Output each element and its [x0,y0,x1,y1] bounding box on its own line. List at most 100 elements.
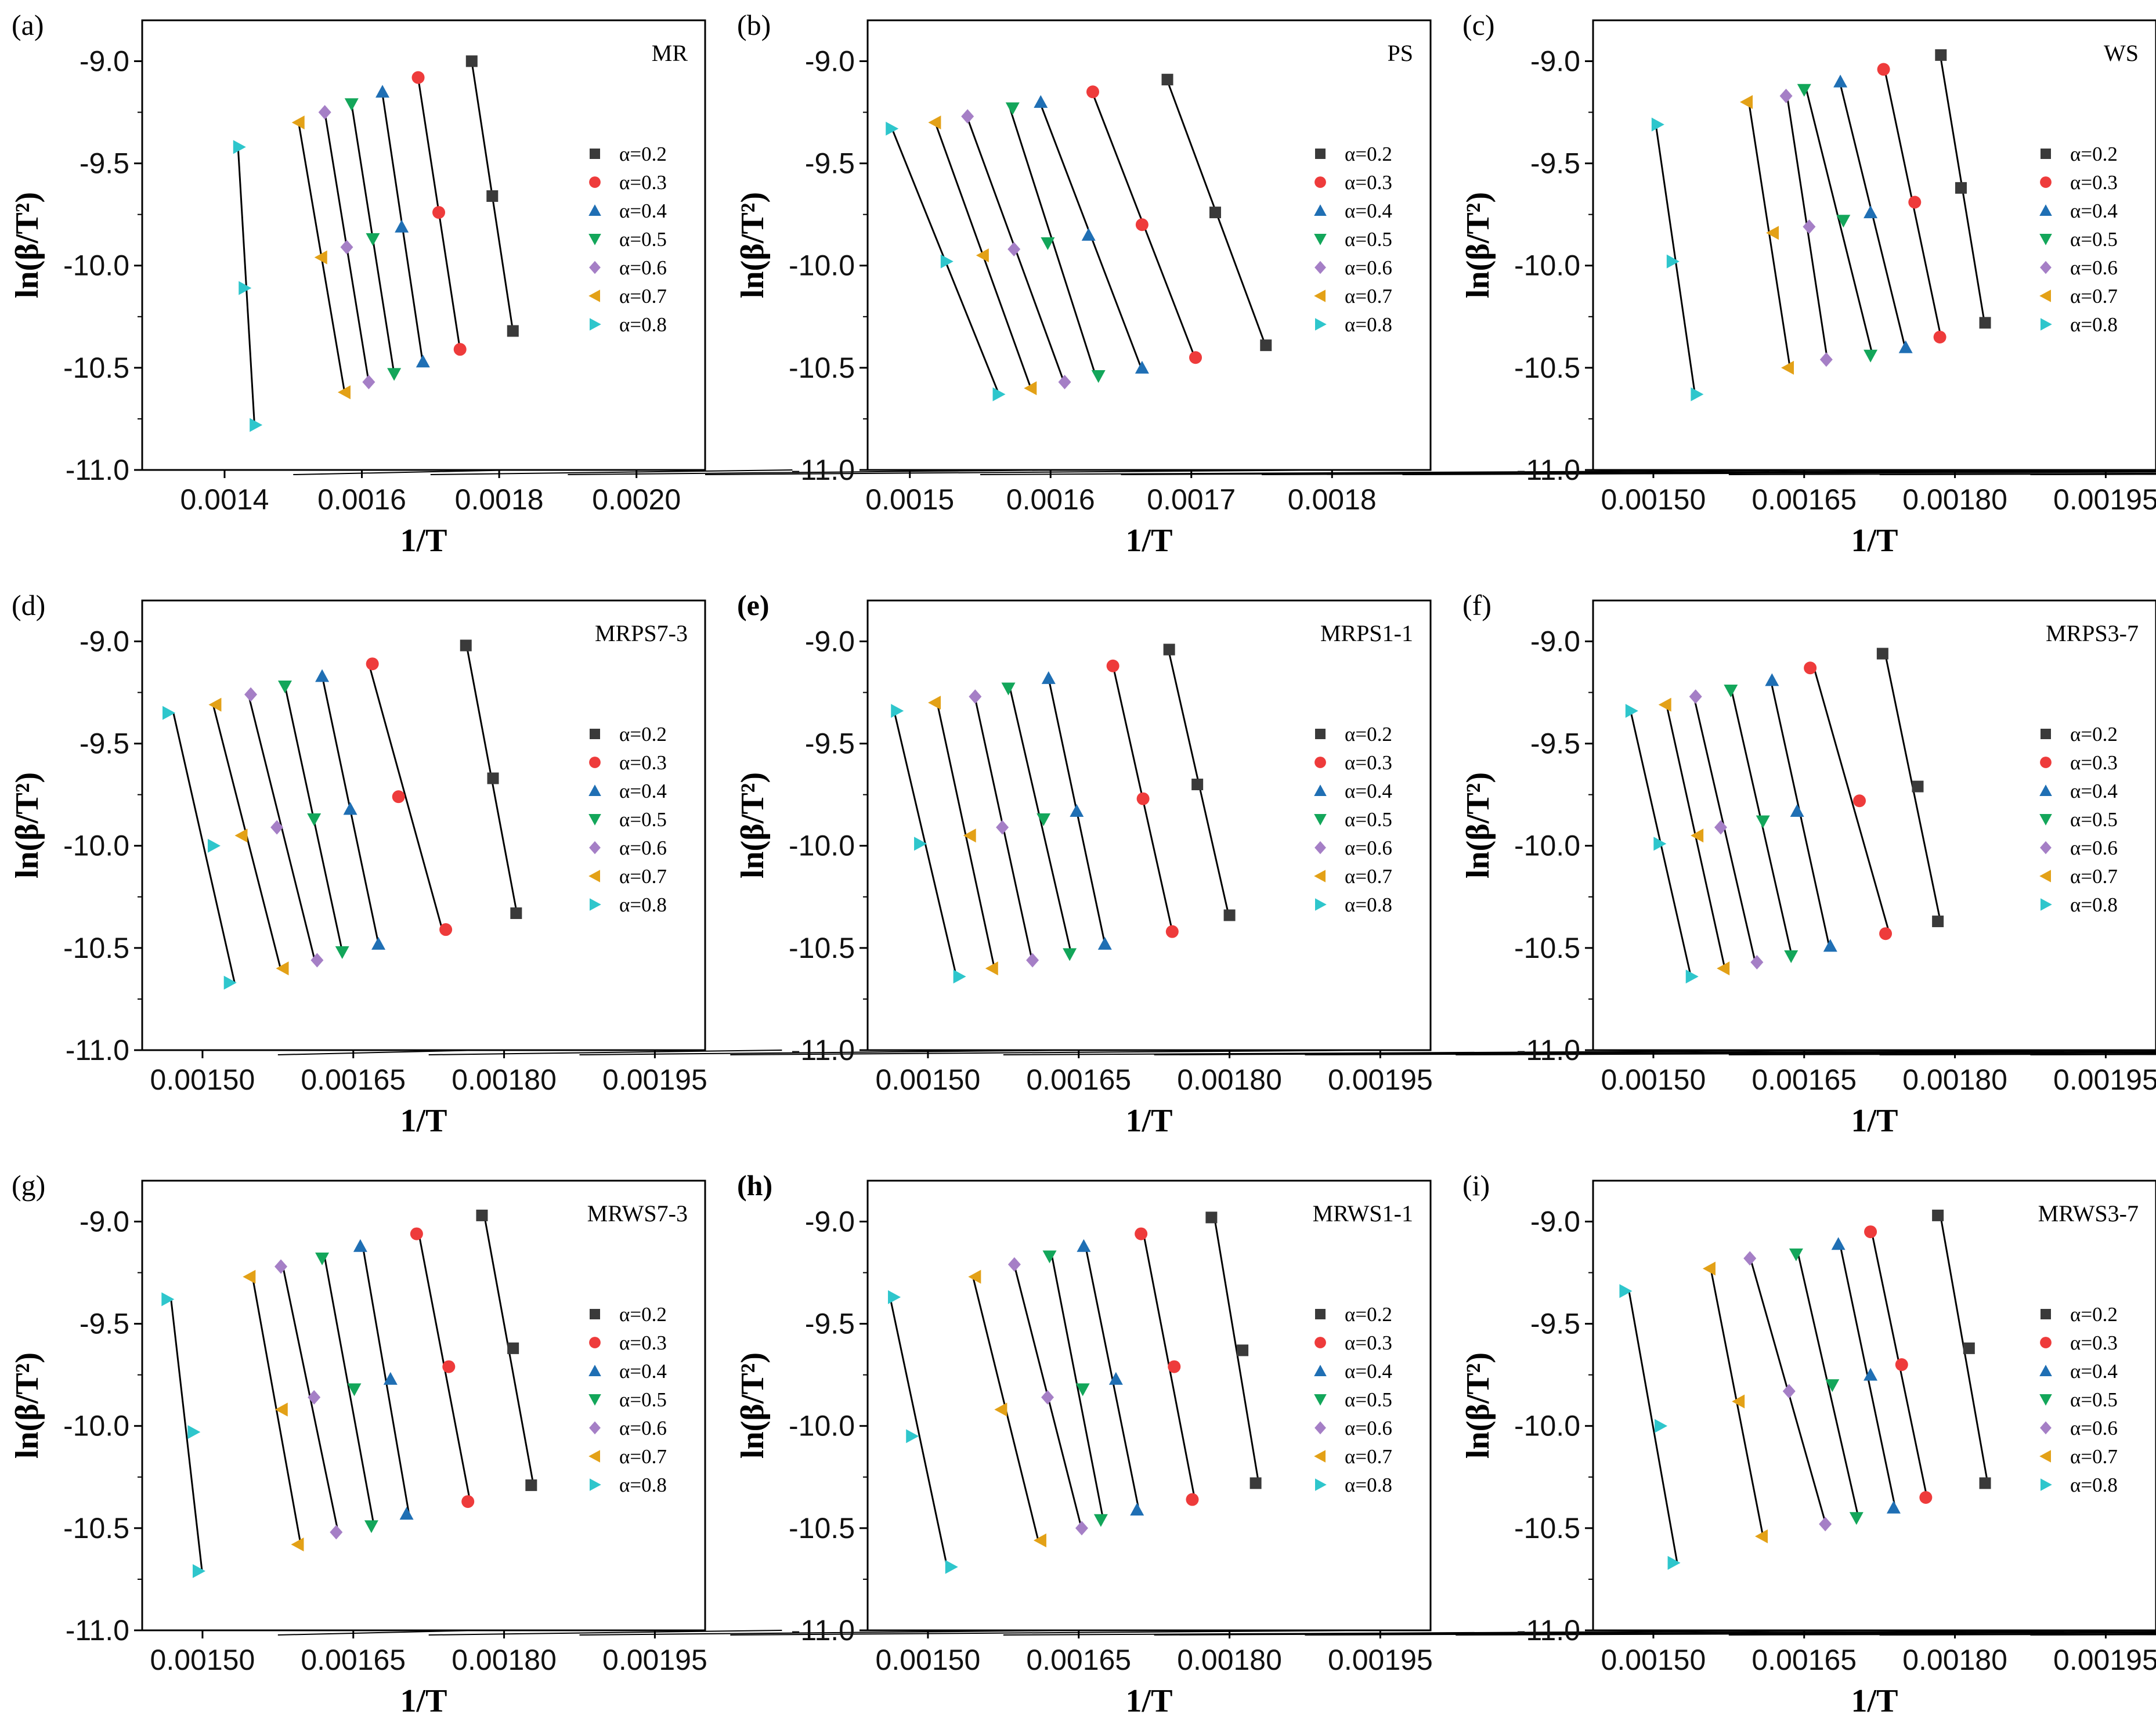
legend-label: α=0.4 [2070,200,2118,222]
data-point [487,772,499,784]
data-point [976,248,989,263]
x-minor-tick [277,1630,481,1636]
legend-marker [2040,841,2052,855]
panel-label: (a) [12,9,44,41]
legend-marker [1315,149,1326,159]
x-tick-label: 0.00195 [2053,1644,2156,1676]
y-tick-label: -10.0 [1514,249,1580,282]
data-point [291,115,305,130]
data-point [307,813,322,826]
data-point [1033,1533,1046,1547]
legend-label: α=0.8 [2070,313,2118,336]
data-point [1655,1419,1668,1433]
fit-line [1214,1217,1260,1484]
y-tick-label: -11.0 [66,1034,129,1066]
data-point [1689,689,1702,704]
y-tick-label: -9.5 [80,1308,129,1340]
legend-label: α=0.8 [619,893,667,916]
data-point [275,1402,288,1417]
legend-label: α=0.7 [619,285,667,308]
legend-marker [2039,1394,2052,1406]
data-point [330,1525,343,1540]
x-tick-label: 0.00150 [1601,483,1706,516]
legend-label: α=0.3 [619,1332,667,1354]
chart-panel-a: 0.0014 0.0016 0.0018 0.0020 -9.0 -9.5 -10.0 -10… [9,9,1342,559]
data-point [1691,829,1704,843]
legend-label: α=0.5 [2070,1388,2118,1411]
data-point [1168,1360,1181,1373]
x-tick-label: 0.00180 [1177,1063,1282,1096]
data-point [1782,1384,1796,1399]
legend-marker [2041,1478,2052,1491]
data-point [1819,352,1833,367]
data-point [1825,1379,1840,1392]
x-tick-label: 0.00180 [1177,1644,1282,1676]
x-tick-label: 0.00165 [301,1063,406,1096]
x-tick-label: 0.00150 [1601,1644,1706,1676]
data-point [1963,1342,1975,1354]
data-point [193,1564,205,1578]
data-point [486,190,499,202]
sample-name: MRPS3-7 [2046,620,2139,646]
legend-label: α=0.2 [1345,143,1392,165]
y-tick-label: -10.5 [1514,932,1580,964]
data-point [968,1269,981,1284]
data-point [1097,936,1112,950]
legend-marker [1315,1309,1326,1319]
legend-marker [588,1450,600,1463]
sample-name: WS [2104,40,2139,66]
data-point [314,250,327,265]
legend-label: α=0.2 [619,1303,667,1326]
fit-line [368,663,443,930]
legend-marker [2039,1365,2052,1376]
legend-marker [590,149,600,159]
legend-marker [2039,234,2052,245]
legend-marker [588,784,601,796]
legend-label: α=0.5 [1345,228,1392,251]
x-tick-label: 0.00165 [1751,1644,1857,1676]
data-point [1007,1257,1021,1272]
legend-marker [2040,1421,2052,1435]
data-point [1933,331,1946,344]
data-point [1651,117,1664,132]
data-point [1077,1239,1091,1252]
chart-panel-g: 0.00150 0.00165 0.00180 0.00195 -9.0 -9.5 -10.… [9,1169,1385,1719]
x-axis-title: 1/T [1851,523,1898,559]
legend-label: α=0.2 [619,723,667,746]
legend-marker [1314,841,1326,855]
data-point [410,1227,423,1240]
x-axis-title: 1/T [400,1103,447,1139]
data-point [476,1209,488,1221]
data-point [460,639,472,652]
legend-marker [589,1337,601,1348]
y-tick-label: -10.0 [63,1410,129,1442]
legend-marker [1314,784,1327,796]
data-point [891,704,904,718]
y-tick-label: -10.0 [63,249,129,282]
y-tick-label: -11.0 [66,454,129,486]
x-tick-label: 0.00150 [150,1063,255,1096]
plot-frame [866,19,1432,471]
chart-panel-b: 0.0015 0.0016 0.0017 0.0018 -9.0 -9.5 -10.0 -10… [735,9,2156,559]
data-point [335,946,349,959]
data-point [366,233,380,246]
data-point [395,219,409,233]
data-point [275,1259,288,1274]
data-point [1075,1383,1090,1397]
x-minor-tick [428,1050,782,1055]
data-point [1740,95,1753,109]
data-point [1864,1368,1878,1381]
data-point [888,1290,901,1304]
x-tick-label: 0.0016 [1006,483,1095,516]
plot-frame [1592,1180,2156,1631]
x-tick-label: 0.00180 [1902,1063,2007,1096]
data-point [940,254,954,269]
legend-label: α=0.5 [619,228,667,251]
x-axis-title: 1/T [1851,1103,1898,1139]
y-axis-title: ln(β/T²) [735,772,771,878]
data-point [223,975,237,990]
y-tick-label: -10.0 [1514,830,1580,862]
legend-marker [2039,784,2052,796]
data-point [1041,671,1056,684]
